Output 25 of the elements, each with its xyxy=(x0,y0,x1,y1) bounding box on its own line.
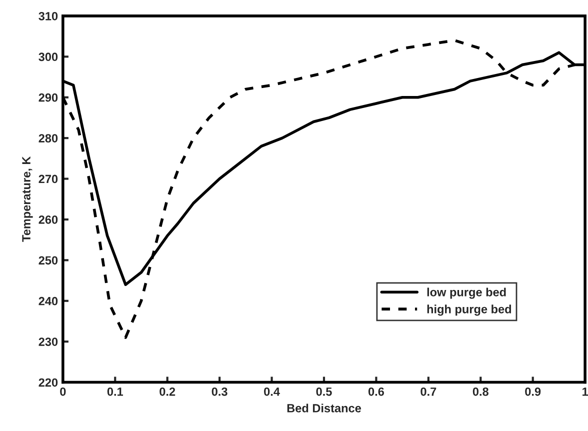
legend-label: high purge bed xyxy=(427,304,512,316)
x-tick-label: 0.6 xyxy=(368,387,384,396)
y-tick-label: 280 xyxy=(38,134,58,142)
x-tick-label: 0.3 xyxy=(212,387,228,396)
y-tick-label: 240 xyxy=(38,296,58,306)
x-tick-label: 0.8 xyxy=(472,387,488,396)
y-tick-label: 290 xyxy=(38,93,58,102)
x-tick-label: 0.7 xyxy=(420,387,436,396)
y-tick-label: 220 xyxy=(38,378,58,387)
y-tick-label: 260 xyxy=(38,216,58,224)
x-tick-label: 0 xyxy=(60,387,66,396)
x-tick-label: 0.2 xyxy=(160,387,176,396)
x-tick-label: 0.9 xyxy=(525,387,541,396)
x-tick-label: 0.1 xyxy=(107,387,124,396)
y-axis-title: Temperature, K xyxy=(22,156,33,242)
x-tick-label: 0.5 xyxy=(316,387,332,396)
x-tick-label: 1 xyxy=(582,388,588,396)
y-tick-label: 250 xyxy=(38,256,58,265)
x-axis-title: Bed Distance xyxy=(287,404,361,412)
y-tick-label: 230 xyxy=(38,338,58,346)
y-tick-label: 270 xyxy=(38,174,58,184)
y-tick-label: 300 xyxy=(38,52,58,62)
y-tick-label: 310 xyxy=(38,12,58,20)
legend-label: low purge bed xyxy=(427,288,506,299)
x-tick-label: 0.4 xyxy=(264,387,280,396)
